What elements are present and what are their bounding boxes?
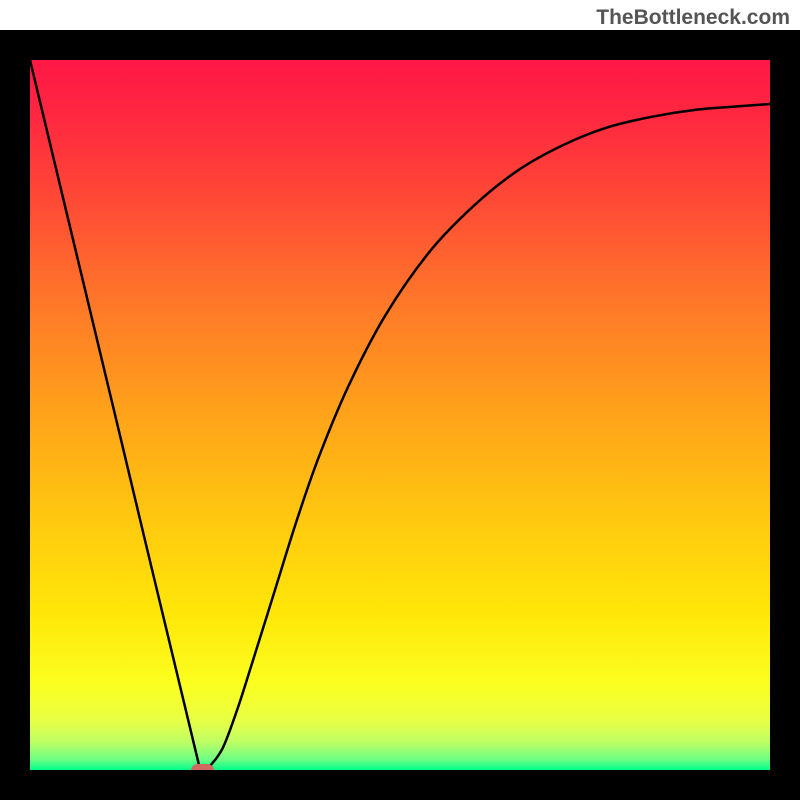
chart-container: TheBottleneck.com	[0, 0, 800, 800]
plot-frame	[0, 30, 800, 800]
watermark-text: TheBottleneck.com	[596, 6, 790, 30]
